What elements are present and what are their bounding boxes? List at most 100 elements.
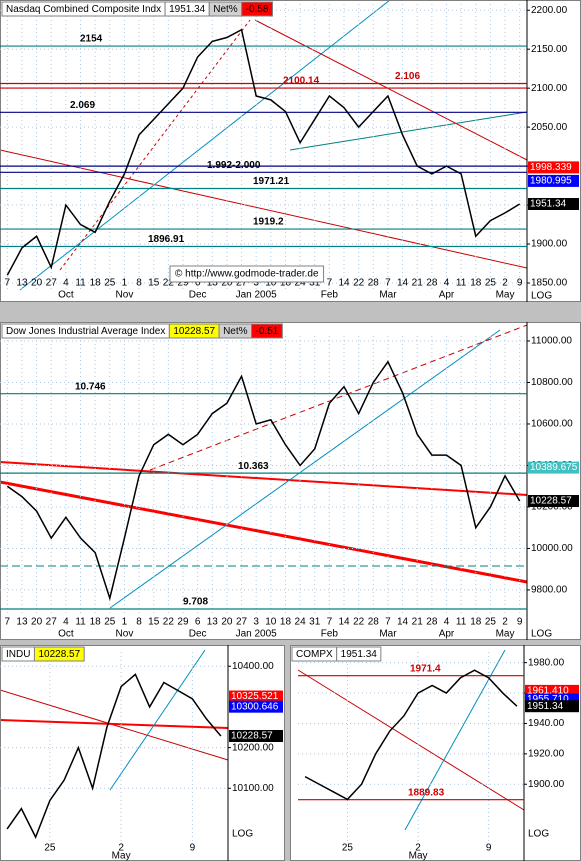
x-tick-label: 2 xyxy=(502,278,508,289)
x-tick-label: 27 xyxy=(46,617,58,628)
x-tick-label: 2 xyxy=(118,843,124,854)
x-tick-label: 28 xyxy=(368,617,380,628)
level-label: 1896.91 xyxy=(148,234,185,245)
x-tick-label: 1 xyxy=(122,617,128,628)
x-tick-label: 21 xyxy=(412,617,424,628)
level-label: 1889.83 xyxy=(408,787,445,798)
x-tick-label: 28 xyxy=(368,278,380,289)
trend-line xyxy=(0,461,528,496)
x-tick-label: 7 xyxy=(327,617,333,628)
y-tick-label: 2100.00 xyxy=(531,83,568,94)
x-tick-label: 9 xyxy=(486,843,492,854)
x-tick-label: 7 xyxy=(5,617,11,628)
x-tick-label: 7 xyxy=(385,617,391,628)
price-box-label: 10389.675 xyxy=(530,462,578,473)
x-tick-label: 18 xyxy=(280,278,292,289)
x-tick-label: 11 xyxy=(456,617,467,628)
x-tick-label: 28 xyxy=(426,278,438,289)
month-label: Oct xyxy=(58,290,74,301)
x-tick-label: 3 xyxy=(253,278,259,289)
level-label: 1919.2 xyxy=(253,217,284,228)
x-tick-label: 27 xyxy=(46,278,58,289)
x-tick-label: 24 xyxy=(295,617,307,628)
level-label: 2.069 xyxy=(70,100,95,111)
x-tick-label: 20 xyxy=(31,617,43,628)
x-tick-label: 11 xyxy=(75,278,86,289)
month-label: Apr xyxy=(439,629,455,640)
price-box-label: 1951.34 xyxy=(527,701,564,712)
x-tick-label: 20 xyxy=(221,617,233,628)
y-tick-label: 1850.00 xyxy=(531,278,568,289)
y-tick-label: 10400.00 xyxy=(232,661,274,672)
price-line xyxy=(6,360,521,601)
level-label: 1971.4 xyxy=(410,663,441,674)
trend-line xyxy=(289,111,528,151)
separator xyxy=(285,645,290,861)
level-label: 10.363 xyxy=(238,461,269,472)
x-tick-label: 4 xyxy=(444,617,450,628)
y-tick-label: 1920.00 xyxy=(528,748,565,759)
trend-lines xyxy=(0,0,528,831)
x-tick-label: 8 xyxy=(136,617,142,628)
header-box xyxy=(33,646,85,662)
month-label: Apr xyxy=(439,290,455,301)
x-tick-label: 6 xyxy=(195,278,201,289)
x-tick-label: 20 xyxy=(221,278,233,289)
x-tick-label: 3 xyxy=(253,617,259,628)
month-label: Oct xyxy=(58,629,74,640)
price-line xyxy=(6,28,521,276)
x-tick-label: 18 xyxy=(280,617,292,628)
header-title: COMPX xyxy=(296,649,333,660)
month-label: May xyxy=(496,290,515,301)
level-label: 2100.14 xyxy=(283,76,320,87)
trend-line xyxy=(19,0,391,291)
level-label: 1.992-2.000 xyxy=(207,160,261,171)
month-label: May xyxy=(409,851,428,861)
price-box-label: 10300.646 xyxy=(231,701,279,712)
y-tick-label: 1980.00 xyxy=(528,657,565,668)
trend-line xyxy=(0,719,229,729)
y-tick-label: 10600.00 xyxy=(531,419,573,430)
x-tick-label: 13 xyxy=(16,278,28,289)
x-tick-label: 13 xyxy=(16,617,28,628)
separator xyxy=(0,302,581,322)
month-label: Feb xyxy=(321,290,339,301)
x-tick-label: 14 xyxy=(338,617,350,628)
y-tick-label: 11000.00 xyxy=(531,336,572,347)
price-box-label: 10228.57 xyxy=(231,731,273,742)
x-tick-label: 31 xyxy=(309,617,321,628)
x-tick-label: 14 xyxy=(338,278,350,289)
x-tick-label: 11 xyxy=(75,617,86,628)
x-tick-label: 18 xyxy=(470,278,482,289)
price-box-label: 1955.710 xyxy=(527,694,569,705)
x-tick-label: 29 xyxy=(177,278,189,289)
month-label: Mar xyxy=(379,629,397,640)
level-label: 2154 xyxy=(80,34,103,45)
x-tick-label: 18 xyxy=(90,278,102,289)
trend-line xyxy=(59,19,251,271)
x-tick-label: 4 xyxy=(63,617,69,628)
x-tick-label: 18 xyxy=(470,617,482,628)
price-box-label: 1951.34 xyxy=(530,199,567,210)
month-label: Jan 2005 xyxy=(236,629,278,640)
x-tick-label: 25 xyxy=(485,617,497,628)
trend-line xyxy=(297,669,525,811)
y-tick-label: 10200.00 xyxy=(531,502,573,513)
level-label: 2.106 xyxy=(395,71,420,82)
x-tick-label: 18 xyxy=(90,617,102,628)
header-box xyxy=(251,323,283,339)
y-tick-label: 10800.00 xyxy=(531,377,573,388)
month-label: Mar xyxy=(379,290,397,301)
y-tick-label: 1940.00 xyxy=(528,718,565,729)
price-box xyxy=(229,729,283,742)
x-tick-label: 20 xyxy=(31,278,43,289)
x-tick-label: 11 xyxy=(456,278,467,289)
separator xyxy=(0,640,581,645)
y-tick-label: 10100.00 xyxy=(232,783,274,794)
y-tick-label: 10000.00 xyxy=(531,543,573,554)
x-tick-label: 25 xyxy=(104,278,116,289)
x-tick-label: 21 xyxy=(412,278,424,289)
x-tick-label: 25 xyxy=(104,617,116,628)
price-box xyxy=(528,198,579,211)
scale-label: LOG xyxy=(528,829,549,840)
